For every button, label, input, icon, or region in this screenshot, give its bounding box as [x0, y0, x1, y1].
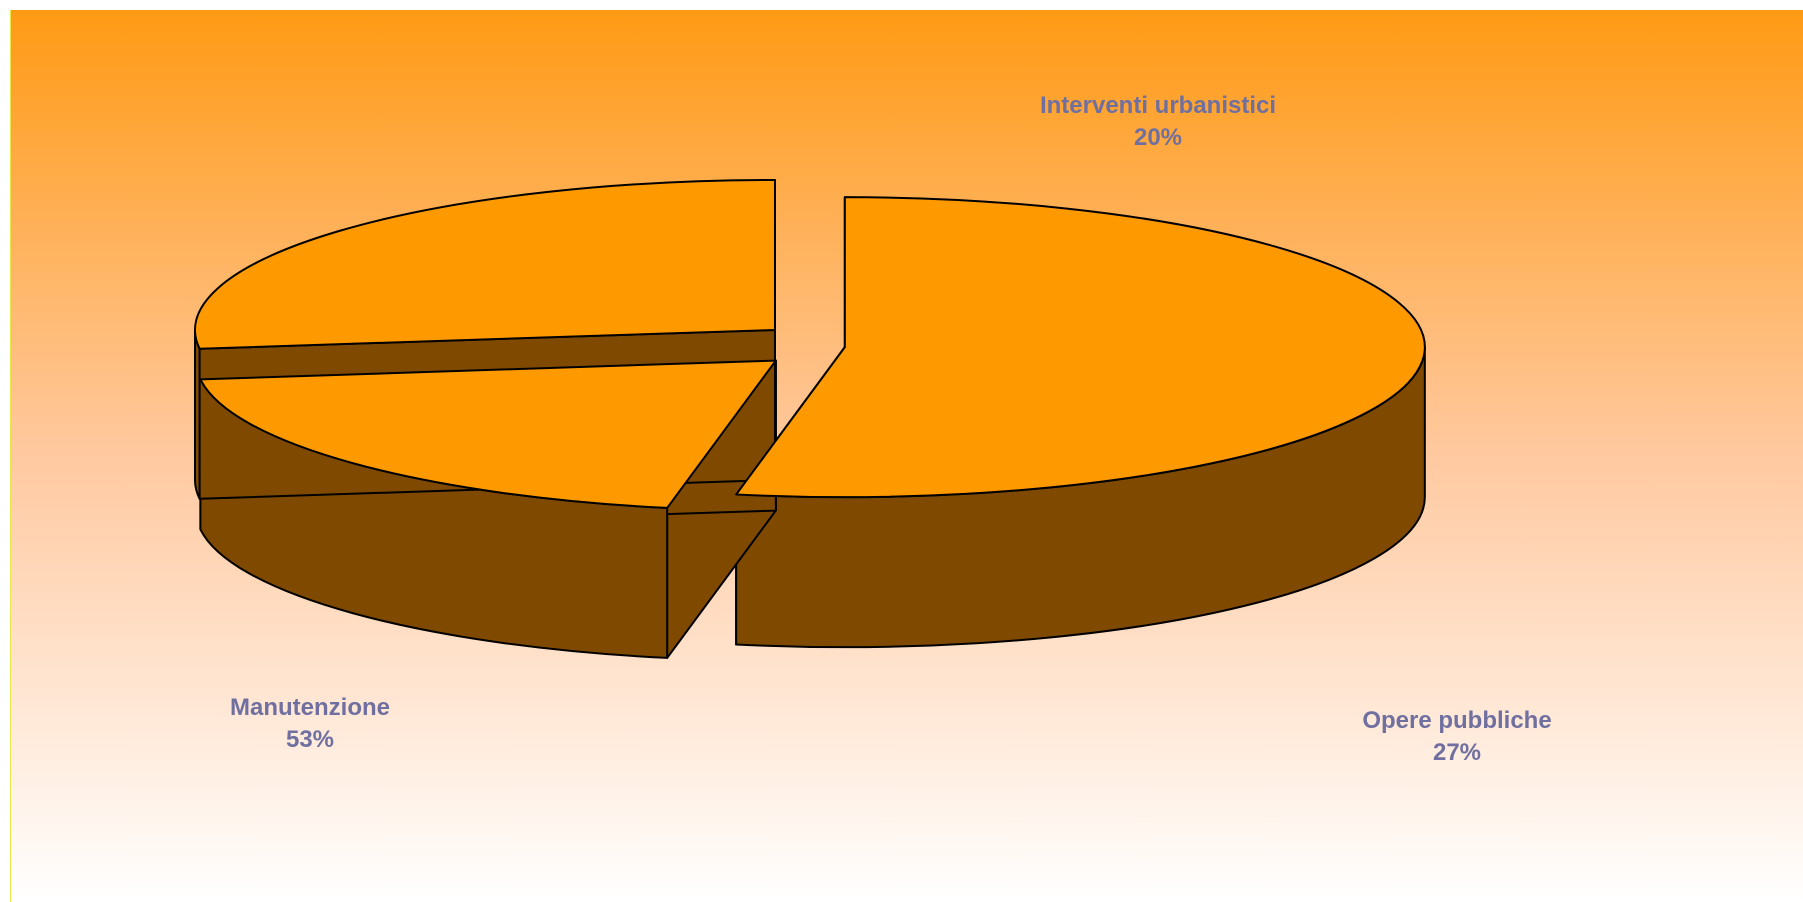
- slice-manutenzione: [735, 196, 1426, 499]
- pie-chart: Manutenzione 53% Interventi urbanistici 20%…: [10, 10, 1803, 902]
- slice-label-percent-opere-pubbliche: 27%: [1433, 739, 1481, 766]
- slice-label-manutenzione: Manutenzione 53%: [230, 694, 390, 753]
- labels-layer: Manutenzione 53% Interventi urbanistici 20%…: [230, 92, 1552, 766]
- slice-label-name-opere-pubbliche: Opere pubbliche: [1362, 707, 1551, 734]
- slice-label-interventi-urbanistici: Interventi urbanistici 20%: [1040, 92, 1276, 151]
- slice-label-percent-interventi-urbanistici: 20%: [1134, 124, 1182, 151]
- slice-label-name-manutenzione: Manutenzione: [230, 694, 390, 721]
- slice-label-percent-manutenzione: 53%: [286, 726, 334, 753]
- slice-interventi-urbanistici: [199, 359, 777, 509]
- slice-opere-pubbliche-outer-wall: [193, 328, 201, 500]
- slices-layer: [193, 178, 1426, 659]
- chart-area: Manutenzione 53% Interventi urbanistici 20%…: [10, 10, 1803, 902]
- slice-opere-pubbliche: [194, 178, 776, 350]
- slice-label-name-interventi-urbanistici: Interventi urbanistici: [1040, 92, 1276, 119]
- slice-label-opere-pubbliche: Opere pubbliche 27%: [1362, 707, 1551, 766]
